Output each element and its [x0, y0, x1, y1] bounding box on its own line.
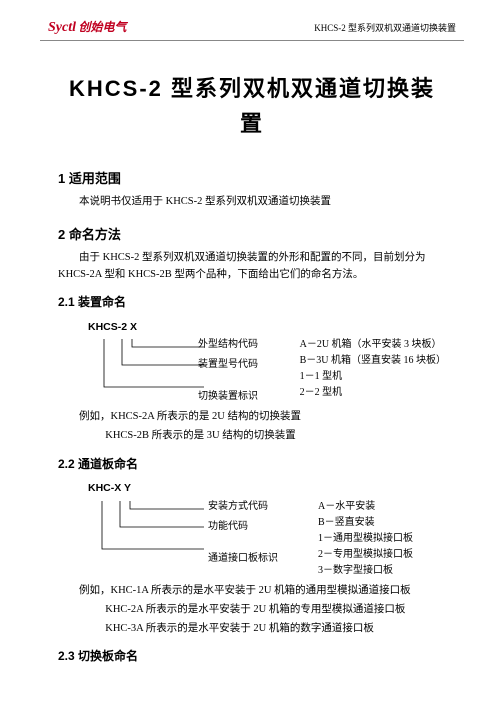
diagram-22-code: KHC-X Y: [88, 480, 446, 497]
explain-text: B－竖直安装: [318, 515, 413, 531]
section-23-heading: 2.3 切换板命名: [58, 647, 446, 666]
explain-text: 2－专用型模拟接口板: [318, 547, 413, 563]
section-2-body: 由于 KHCS-2 型系列双机双通道切换装置的外形和配置的不同，目前划分为 KH…: [58, 250, 446, 284]
section-22-example1: 例如，KHC-1A 所表示的是水平安装于 2U 机箱的通用型模拟通道接口板: [79, 583, 446, 600]
page-title: KHCS-2 型系列双机双通道切换装置: [58, 71, 446, 141]
explain-text: B－3U 机箱（竖直安装 16 块板）: [300, 353, 446, 369]
section-1-heading: 1 适用范围: [58, 169, 446, 190]
page-content: KHCS-2 型系列双机双通道切换装置 1 适用范围 本说明书仅适用于 KHCS…: [0, 71, 504, 667]
header-right-text: KHCS-2 型系列双机双通道切换装置: [314, 21, 456, 34]
diagram-22-explain: A－水平安装 B－竖直安装 1－通用型模拟接口板 2－专用型模拟接口板 3－数字…: [318, 499, 413, 579]
section-21-example2: KHCS-2B 所表示的是 3U 结构的切换装置: [105, 428, 446, 445]
section-22-example3: KHC-3A 所表示的是水平安装于 2U 机箱的数字通道接口板: [105, 621, 446, 638]
header-rule: [40, 40, 464, 41]
diagram-22: KHC-X Y 安装方式代码 功能代码 通道接口板标识 A－水: [88, 480, 446, 579]
section-21-example1: 例如，KHCS-2A 所表示的是 2U 结构的切换装置: [79, 409, 446, 426]
section-22-example2: KHC-2A 所表示的是水平安装于 2U 机箱的专用型模拟通道接口板: [105, 602, 446, 619]
diagram-21: KHCS-2 X 外型结构代码 装置型号代码 切换装置标识 A: [88, 319, 446, 406]
label-text: 通道接口板标识: [208, 551, 308, 567]
diagram-22-labels: 安装方式代码 功能代码 通道接口板标识: [208, 499, 308, 579]
explain-text: 3－数字型接口板: [318, 563, 413, 579]
bracket-icon: [88, 499, 208, 559]
explain-text: A－水平安装: [318, 499, 413, 515]
explain-text: 1－通用型模拟接口板: [318, 531, 413, 547]
page-header: Syctl 创始电气 KHCS-2 型系列双机双通道切换装置: [0, 0, 504, 36]
section-22-heading: 2.2 通道板命名: [58, 455, 446, 474]
label-text: 外型结构代码: [198, 337, 290, 353]
bracket-icon: [88, 337, 208, 397]
logo-sub: 创始电气: [79, 20, 127, 34]
label-text: 装置型号代码: [198, 357, 290, 373]
section-21-heading: 2.1 装置命名: [58, 293, 446, 312]
label-text: 功能代码: [208, 519, 308, 535]
explain-text: 1－1 型机: [300, 369, 446, 385]
diagram-21-labels: 外型结构代码 装置型号代码 切换装置标识: [198, 337, 290, 405]
explain-text: A－2U 机箱（水平安装 3 块板）: [300, 337, 446, 353]
diagram-21-code: KHCS-2 X: [88, 319, 446, 336]
section-2-heading: 2 命名方法: [58, 225, 446, 246]
label-text: 安装方式代码: [208, 499, 308, 515]
diagram-21-explain: A－2U 机箱（水平安装 3 块板） B－3U 机箱（竖直安装 16 块板） 1…: [300, 337, 446, 405]
explain-text: 2－2 型机: [300, 385, 446, 401]
logo: Syctl 创始电气: [48, 18, 127, 36]
section-1-body: 本说明书仅适用于 KHCS-2 型系列双机双通道切换装置: [58, 194, 446, 211]
logo-main: Syctl: [48, 20, 76, 35]
label-text: 切换装置标识: [198, 389, 290, 405]
